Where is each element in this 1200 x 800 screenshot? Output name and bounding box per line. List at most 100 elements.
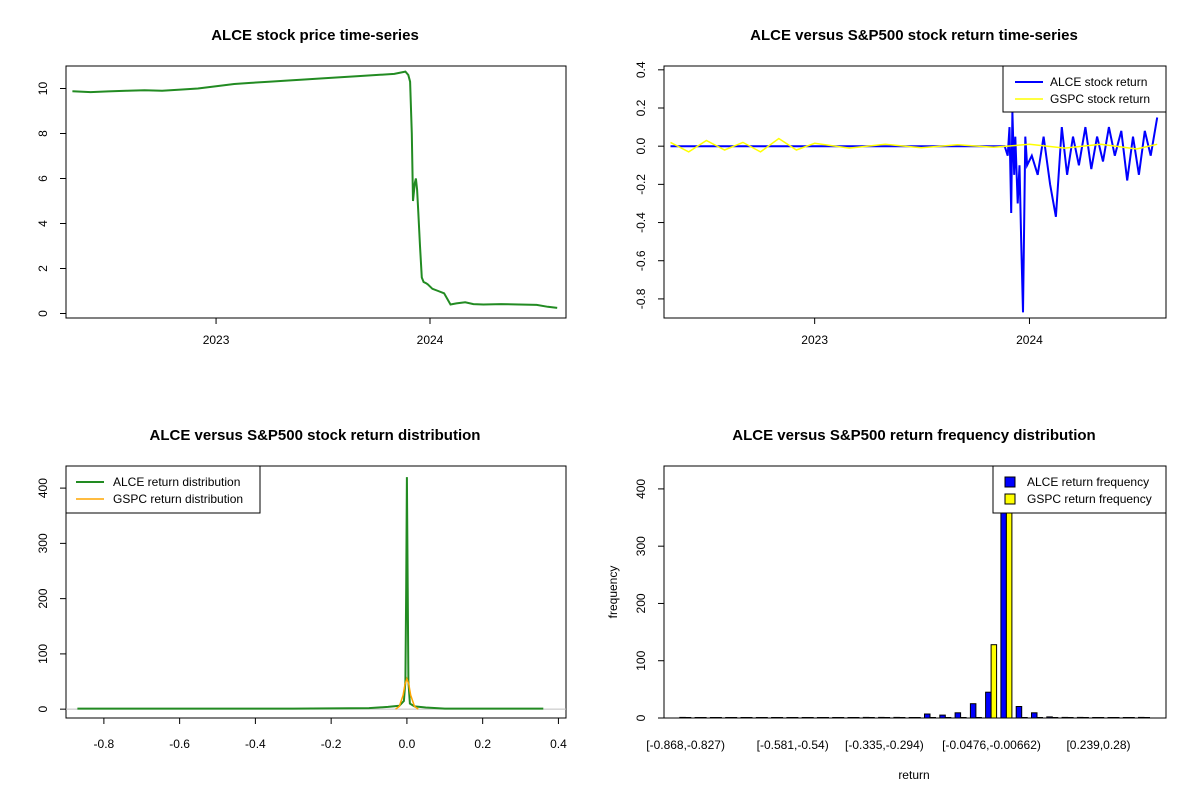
alce-frequency-bar <box>740 717 747 719</box>
returns-plot-frame <box>663 65 1167 319</box>
price-y-tick-label: 8 <box>36 130 50 137</box>
gspc-frequency-bar <box>1036 717 1043 719</box>
histogram-y-tick-label: 200 <box>634 593 648 613</box>
returns-legend-box <box>1002 65 1167 113</box>
alce-frequency-bar <box>1015 706 1023 719</box>
histogram-x-tick-label: [-0.0476,-0.00662) <box>942 738 1041 752</box>
histogram-x-tick-label: [-0.335,-0.294) <box>845 738 924 752</box>
gspc-frequency-bar <box>1082 717 1089 719</box>
density-legend-label: ALCE return distribution <box>113 475 240 489</box>
alce-frequency-bar <box>1061 716 1069 719</box>
density-y-tick-label: 400 <box>36 478 50 498</box>
histogram-chart: ALCE versus S&P500 return frequency dist… <box>606 427 1167 782</box>
density-x-tick-label: -0.6 <box>169 737 190 751</box>
alce-frequency-bar <box>924 713 931 719</box>
density-chart: ALCE versus S&P500 stock return distribu… <box>36 427 567 751</box>
price-series-line <box>72 70 558 309</box>
alce-frequency-bar <box>862 716 870 719</box>
alce-frequency-bar <box>954 712 962 719</box>
gspc-frequency-bar <box>914 717 921 719</box>
gspc-frequency-bar <box>807 717 814 719</box>
alce-frequency-bar <box>832 717 839 719</box>
alce-frequency-bar <box>755 717 763 719</box>
histogram-x-tick-label: [0.239,0.28) <box>1066 738 1130 752</box>
gspc-frequency-bar <box>822 717 829 719</box>
histogram-x-tick-label: [-0.581,-0.54) <box>757 738 829 752</box>
gspc-frequency-bar <box>746 717 753 719</box>
returns-y-tick-label: -0.4 <box>634 212 648 233</box>
gspc-frequency-bar <box>990 644 998 719</box>
alce-frequency-bar <box>969 703 977 719</box>
alce-frequency-bar <box>1000 477 1007 719</box>
alce-frequency-bar <box>1138 716 1145 719</box>
gspc-density-line <box>395 676 419 710</box>
gspc-frequency-bar <box>898 717 906 719</box>
gspc-frequency-bar <box>853 717 860 719</box>
gspc-frequency-bar <box>1128 717 1135 719</box>
price-y-tick-label: 0 <box>36 310 50 317</box>
alce-frequency-bar <box>878 716 885 719</box>
density-legend-label: GSPC return distribution <box>113 492 243 506</box>
histogram-legend-swatch <box>1004 476 1016 488</box>
price-y-tick-label: 6 <box>36 175 50 182</box>
alce-frequency-bar <box>725 717 732 719</box>
alce-frequency-bar <box>1076 716 1084 719</box>
gspc-frequency-bar <box>684 717 692 719</box>
alce-frequency-bar <box>816 717 824 719</box>
gspc-frequency-bar <box>730 717 738 719</box>
price-x-tick-label: 2023 <box>203 333 230 347</box>
returns-chart: ALCE versus S&P500 stock return time-ser… <box>634 27 1167 347</box>
alce-frequency-bar <box>694 717 702 719</box>
gspc-frequency-bar <box>1021 717 1028 719</box>
density-x-tick-label: -0.2 <box>321 737 342 751</box>
histogram-y-tick-label: 300 <box>634 536 648 556</box>
density-y-tick-label: 200 <box>36 588 50 608</box>
gspc-frequency-bar <box>837 717 845 719</box>
price-plot-marks: 2023 2024 0 2 4 6 8 10 <box>36 70 558 347</box>
histogram-y-axis-label: frequency <box>606 566 620 619</box>
histogram-plot-marks: 0 100 200 300 400 [-0.868,-0.827) [-0.581,-0.5… <box>634 465 1167 752</box>
density-y-tick-label: 100 <box>36 644 50 664</box>
density-y-tick-label: 0 <box>36 706 50 713</box>
gspc-frequency-bar <box>1051 717 1059 719</box>
density-plot-frame <box>65 465 567 719</box>
gspc-frequency-bar <box>791 717 799 719</box>
gspc-return-line <box>670 137 1158 153</box>
price-y-tick-label: 10 <box>36 82 50 96</box>
alce-frequency-bar <box>893 716 900 719</box>
gspc-frequency-bar <box>1113 717 1120 719</box>
alce-frequency-bar <box>679 716 686 719</box>
histogram-y-tick-label: 100 <box>634 650 648 670</box>
alce-frequency-bar <box>908 717 916 719</box>
density-x-tick-label: 0.2 <box>474 737 491 751</box>
alce-frequency-bar <box>801 717 809 719</box>
alce-return-line <box>670 111 1159 313</box>
alce-frequency-bar <box>1107 717 1114 719</box>
gspc-frequency-bar <box>1097 717 1105 719</box>
histogram-x-tick-label: [-0.868,-0.827) <box>646 738 725 752</box>
alce-frequency-bar <box>1092 717 1099 719</box>
returns-x-tick-label: 2023 <box>801 333 828 347</box>
returns-y-tick-label: -0.8 <box>634 288 648 309</box>
returns-y-tick-label: -0.2 <box>634 174 648 195</box>
gspc-frequency-bar <box>776 717 784 719</box>
alce-frequency-bar <box>939 714 946 719</box>
gspc-frequency-bar <box>700 717 707 719</box>
histogram-legend-label: ALCE return frequency <box>1027 475 1149 489</box>
density-legend-box <box>65 465 261 514</box>
alce-frequency-bar <box>786 717 793 719</box>
gspc-frequency-bar <box>761 717 768 719</box>
returns-y-tick-label: 0.2 <box>634 99 648 116</box>
returns-y-tick-label: 0.4 <box>634 61 648 78</box>
histogram-legend-label: GSPC return frequency <box>1027 492 1152 506</box>
returns-chart-title: ALCE versus S&P500 stock return time-ser… <box>750 27 1078 44</box>
alce-frequency-bar <box>709 717 717 719</box>
density-plot-marks: -0.8 -0.6 -0.4 -0.2 0.0 0.2 0.4 0 100 200 300 400 AL… <box>36 465 567 751</box>
returns-plot-marks: 2023 2024 -0.8 -0.6 -0.4 -0.2 0.0 0.2 0.4 ALCE st… <box>634 61 1167 347</box>
histogram-y-tick-label: 0 <box>634 714 648 721</box>
gspc-frequency-bar <box>944 717 952 719</box>
density-x-tick-label: 0.0 <box>399 737 416 751</box>
gspc-frequency-bar <box>868 717 875 719</box>
density-y-tick-label: 300 <box>36 533 50 553</box>
